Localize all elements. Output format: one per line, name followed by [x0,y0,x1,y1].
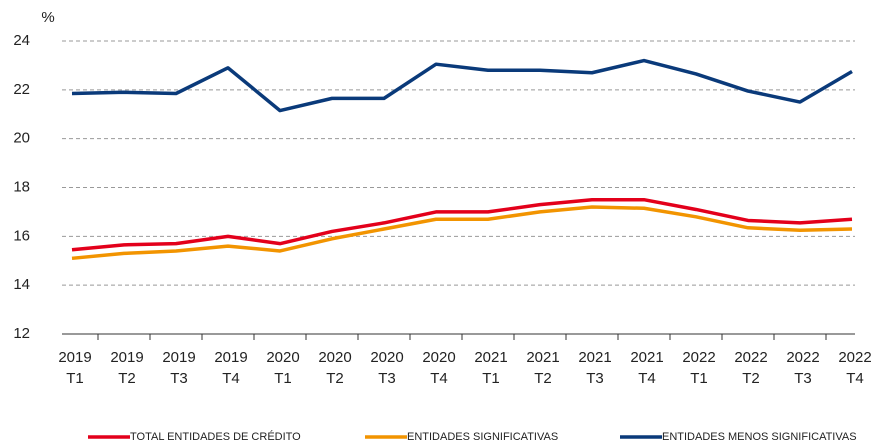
y-axis-label: % [41,9,54,26]
y-tick-label: 12 [13,325,30,342]
x-tick-label: 2020 T1 [266,349,300,387]
y-tick-label: 18 [13,178,30,195]
x-tick-label: 2021 T1 [474,349,508,387]
legend-label: TOTAL ENTIDADES DE CRÉDITO [130,430,301,443]
x-tick-label: 2021 T2 [526,349,560,387]
x-tick-label: 2021 T3 [578,349,612,387]
series-line [71,205,853,261]
x-tick-label: 2020 T2 [318,349,352,387]
y-tick-label: 20 [13,130,30,147]
y-tick-label: 16 [13,227,30,244]
x-tick-label: 2019 T1 [58,349,92,387]
x-tick-label: 2022 T3 [786,349,820,387]
series-line [71,197,853,252]
x-tick-label: 2019 T3 [162,349,196,387]
x-tick-label: 2020 T3 [370,349,404,387]
x-tick-label: 2022 T4 [838,349,872,387]
x-tick-label: 2022 T2 [734,349,768,387]
y-tick-label: 24 [13,32,30,49]
x-tick-label: 2020 T4 [422,349,456,387]
legend-label: ENTIDADES SIGNIFICATIVAS [407,431,558,443]
x-tick-label: 2019 T2 [110,349,144,387]
legend-label: ENTIDADES MENOS SIGNIFICATIVAS [662,431,857,443]
y-tick-label: 22 [13,81,30,98]
x-tick-label: 2019 T4 [214,349,248,387]
series-line [71,58,853,113]
x-tick-label: 2021 T4 [630,349,664,387]
x-tick-label: 2022 T1 [682,349,716,387]
y-tick-label: 14 [13,276,30,293]
